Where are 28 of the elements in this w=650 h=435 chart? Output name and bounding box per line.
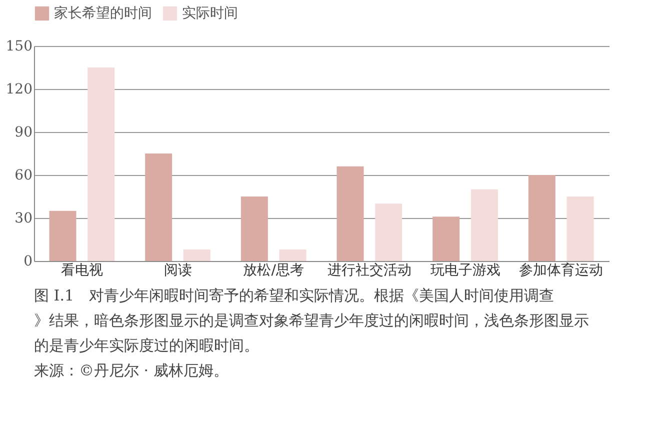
x-tick-label: 放松/思考 [243,262,304,278]
bar [566,196,594,261]
x-tick-label: 阅读 [164,262,192,278]
bar [49,210,76,261]
y-tick-label: 60 [14,168,32,184]
y-tick-label: 120 [6,82,32,98]
y-tick-label: 0 [24,254,32,270]
bar [432,216,460,261]
y-tick-label: 150 [6,38,32,54]
x-tick-label: 进行社交活动 [327,262,412,278]
bar [145,154,172,261]
bar [470,189,498,261]
bar [240,196,268,261]
legend-label: 家长希望的时间 [54,5,152,22]
y-tick-label: 90 [14,124,32,140]
bar [336,166,364,261]
bar [279,250,306,261]
legend-label: 实际时间 [182,5,238,22]
text: 图 I.1 对青少年闲暇时间寄予的希望和实际情况。根据《美国人时间使用调查》结果，暗色条形图显示的是调查对象希望青少年度过的闲暇时间，浅色条形图显示的是青少年实际度过的闲暇时间。 [34,286,589,354]
bar [528,175,556,261]
bar [183,250,210,261]
x-tick-label: 参加体育运动 [519,262,604,278]
x-tick-label: 看电视 [60,262,103,278]
bar [375,204,402,261]
source-note: 来源：©丹尼尔 · 威林厄姆。 [34,362,228,380]
x-tick-label: 玩电子游戏 [430,262,500,278]
bar [88,68,115,261]
y-tick-label: 30 [14,210,32,226]
